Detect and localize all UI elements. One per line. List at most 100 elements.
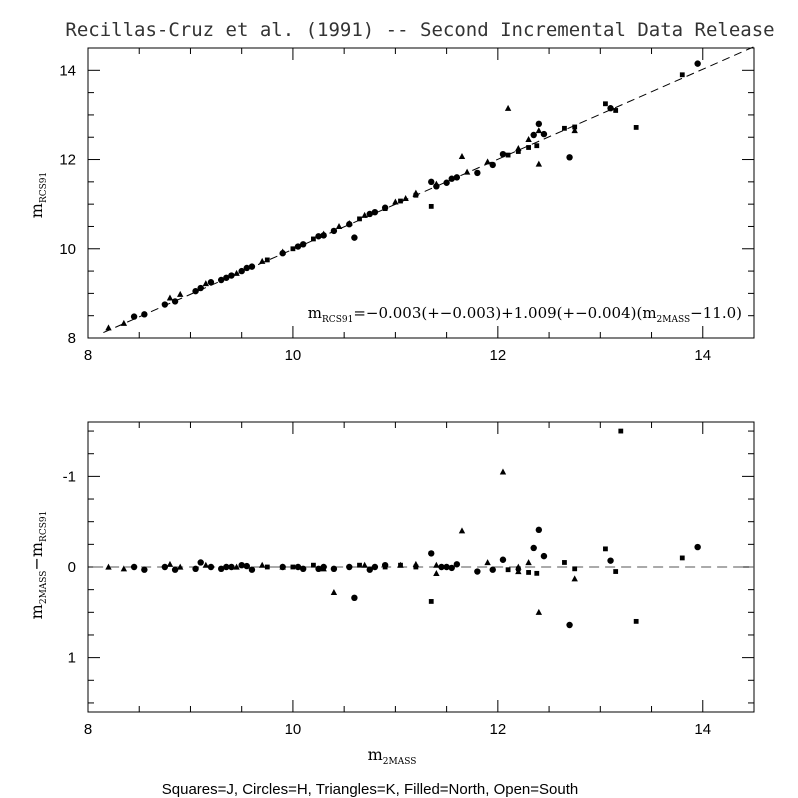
top-axis-ticks [87, 47, 755, 339]
circle-point [530, 131, 537, 139]
square-point [534, 143, 540, 149]
circle-point [443, 563, 450, 571]
top-tick-labels: 8 10 12 14 8 10 12 14 [59, 62, 711, 364]
top-data-points [105, 60, 701, 331]
circle-point [207, 563, 215, 571]
square-point [264, 564, 270, 570]
circle-point [428, 550, 435, 557]
circle-point [320, 232, 327, 239]
square-point [413, 192, 419, 198]
triangle-point [392, 198, 399, 205]
circle-point [351, 234, 358, 241]
y-tick-label: 8 [68, 330, 76, 347]
x-tick-label: 8 [84, 721, 92, 738]
top-plot-frame [87, 47, 755, 339]
square-point [505, 152, 511, 158]
square-point [526, 570, 531, 575]
circle-point [223, 563, 230, 571]
circle-point [346, 563, 353, 571]
circle-point [243, 562, 251, 570]
circle-point [694, 543, 701, 551]
circle-point [346, 221, 353, 228]
x-tick-label: 14 [694, 347, 711, 364]
circle-point [566, 154, 573, 161]
triangle-point [166, 560, 174, 567]
square-point [572, 566, 578, 572]
square-point [534, 570, 540, 576]
circle-point [299, 241, 307, 248]
triangle-point [361, 211, 368, 218]
circle-point [320, 563, 327, 571]
x-tick-label: 8 [84, 347, 92, 364]
circle-point [294, 563, 302, 571]
triangle-point [120, 319, 128, 326]
bottom-tick-labels: 8 10 12 14 -1 0 1 [63, 468, 711, 738]
circle-point [566, 621, 573, 629]
square-point [515, 149, 521, 154]
circle-point [330, 227, 338, 235]
square-point [603, 101, 608, 107]
circle-point [141, 311, 148, 318]
y-tick-label: 0 [68, 559, 76, 576]
circle-point [535, 526, 543, 534]
circle-point [694, 60, 701, 67]
circle-point [192, 565, 199, 573]
circle-point [330, 565, 338, 573]
triangle-point [330, 588, 338, 595]
fit-equation: mRCS91=−0.003(+−0.003)+1.009(+−0.004)(m2… [308, 304, 742, 325]
triangle-point [484, 559, 491, 566]
circle-point [315, 565, 322, 573]
triangle-point [258, 257, 266, 264]
triangle-point [202, 280, 210, 287]
y-tick-label: 12 [59, 152, 76, 169]
triangle-point [105, 324, 112, 331]
triangle-point [458, 153, 466, 160]
triangle-point [177, 290, 184, 297]
circle-point [223, 274, 230, 281]
circle-point [130, 563, 138, 571]
square-point [311, 562, 316, 568]
x-axis-label: m2MASS [368, 745, 417, 767]
triangle-point [535, 160, 543, 167]
triangle-point [525, 559, 532, 566]
square-point [613, 108, 619, 113]
circle-point [351, 594, 358, 602]
circle-point [238, 561, 245, 569]
square-point [264, 257, 270, 263]
square-point [515, 566, 521, 572]
circle-point [141, 566, 148, 573]
circle-point [474, 169, 481, 177]
circle-point [489, 566, 496, 573]
square-point [398, 198, 403, 204]
y-tick-label: -1 [63, 468, 76, 485]
triangle-point [571, 127, 578, 134]
y-tick-label: 1 [68, 650, 76, 667]
triangle-point [166, 294, 174, 301]
circle-point [433, 183, 440, 190]
circle-point [192, 287, 199, 295]
circle-point [607, 105, 614, 112]
circle-point [228, 563, 235, 571]
triangle-point [463, 168, 471, 175]
circle-point [228, 272, 235, 279]
circle-point [218, 565, 225, 573]
circle-point [535, 120, 543, 128]
circle-point [489, 161, 496, 169]
bottom-y-axis-label: m2MASS−mRCS91 [27, 511, 49, 620]
marker-legend-note: Squares=J, Circles=H, Triangles=K, Fille… [162, 781, 578, 798]
square-point [382, 206, 388, 212]
triangle-point [458, 527, 466, 534]
circle-point [279, 563, 286, 571]
y-tick-label: 10 [59, 241, 76, 258]
square-point [572, 124, 578, 130]
triangle-point [535, 608, 543, 615]
triangle-point [202, 561, 210, 568]
square-point [618, 428, 624, 434]
circle-point [218, 276, 225, 284]
square-point [633, 125, 639, 130]
circle-point [438, 563, 445, 571]
triangle-point [535, 127, 543, 134]
triangle-point [105, 563, 112, 570]
x-tick-label: 12 [490, 347, 507, 364]
square-point [679, 72, 685, 78]
